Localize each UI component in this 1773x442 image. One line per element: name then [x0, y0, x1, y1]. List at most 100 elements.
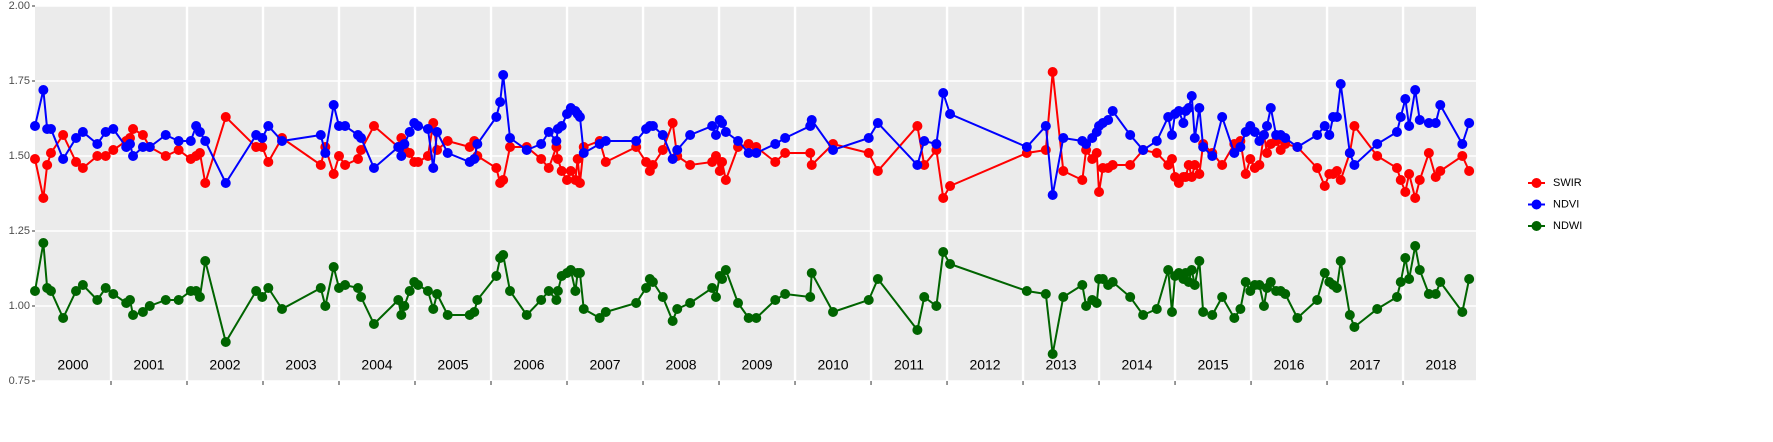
point: [220, 337, 231, 347]
point: [863, 133, 874, 143]
point: [521, 310, 532, 320]
point: [45, 286, 56, 296]
point: [912, 325, 923, 335]
point: [556, 121, 567, 131]
point: [1194, 103, 1205, 113]
point: [30, 154, 40, 164]
point: [1091, 298, 1102, 308]
point: [1189, 160, 1200, 170]
point: [551, 295, 562, 305]
point: [574, 178, 585, 188]
point: [442, 136, 453, 146]
point: [1229, 313, 1240, 323]
point: [1151, 148, 1162, 158]
point: [1091, 148, 1102, 158]
year-label: 2009: [741, 357, 772, 373]
point: [194, 127, 205, 137]
point: [71, 157, 82, 167]
point: [543, 163, 554, 173]
point: [442, 310, 453, 320]
point: [1423, 118, 1434, 128]
point: [495, 97, 506, 107]
point: [1395, 277, 1406, 287]
point: [1186, 172, 1197, 182]
point: [399, 301, 410, 311]
point: [340, 280, 351, 290]
point: [1207, 151, 1218, 161]
point: [1217, 112, 1228, 122]
point: [707, 283, 718, 293]
point: [521, 145, 532, 155]
point: [257, 142, 268, 152]
point: [805, 148, 816, 158]
point: [565, 166, 576, 176]
point: [1107, 277, 1118, 287]
point: [828, 145, 839, 155]
point: [872, 274, 883, 284]
point: [128, 151, 139, 161]
point: [717, 157, 728, 167]
point: [1258, 130, 1269, 140]
point: [1163, 265, 1174, 275]
year-label: 2004: [361, 357, 392, 373]
point: [71, 133, 82, 143]
point: [1240, 169, 1251, 179]
point: [572, 154, 583, 164]
point: [92, 151, 103, 161]
point: [505, 133, 516, 143]
point: [1040, 289, 1051, 299]
point: [1319, 268, 1330, 278]
point: [1344, 310, 1355, 320]
point: [938, 193, 949, 203]
point: [912, 121, 923, 131]
point: [1331, 166, 1342, 176]
point: [200, 136, 211, 146]
point: [1430, 289, 1441, 299]
point: [137, 130, 148, 140]
point: [1094, 187, 1105, 197]
point: [1081, 139, 1092, 149]
point: [685, 298, 696, 308]
legend-label: SWIR: [1553, 177, 1582, 189]
point: [58, 130, 69, 140]
point: [743, 139, 754, 149]
point: [413, 157, 424, 167]
point: [556, 166, 567, 176]
point: [1457, 139, 1468, 149]
point: [92, 295, 103, 305]
point: [552, 286, 563, 296]
point: [806, 115, 817, 125]
point: [872, 118, 883, 128]
point: [657, 130, 668, 140]
point: [1464, 166, 1475, 176]
point: [30, 121, 40, 131]
point: [396, 310, 407, 320]
point: [1217, 292, 1228, 302]
point: [1173, 106, 1184, 116]
point: [657, 292, 668, 302]
point: [1435, 277, 1446, 287]
point: [263, 283, 274, 293]
point: [422, 286, 433, 296]
point: [1151, 136, 1162, 146]
point: [1312, 295, 1323, 305]
point: [1235, 304, 1246, 314]
point: [144, 142, 155, 152]
point: [125, 139, 136, 149]
point: [1335, 175, 1346, 185]
point: [220, 112, 231, 122]
point: [498, 70, 509, 80]
point: [945, 181, 956, 191]
point: [780, 133, 791, 143]
year-label: 2001: [133, 357, 164, 373]
y-tick-label: 1.00: [9, 300, 30, 312]
point: [469, 307, 480, 317]
point: [720, 127, 731, 137]
point: [717, 274, 728, 284]
point: [536, 154, 547, 164]
point: [631, 136, 642, 146]
point: [1186, 91, 1197, 101]
point: [1292, 142, 1303, 152]
point: [1335, 256, 1346, 266]
point: [328, 262, 339, 272]
